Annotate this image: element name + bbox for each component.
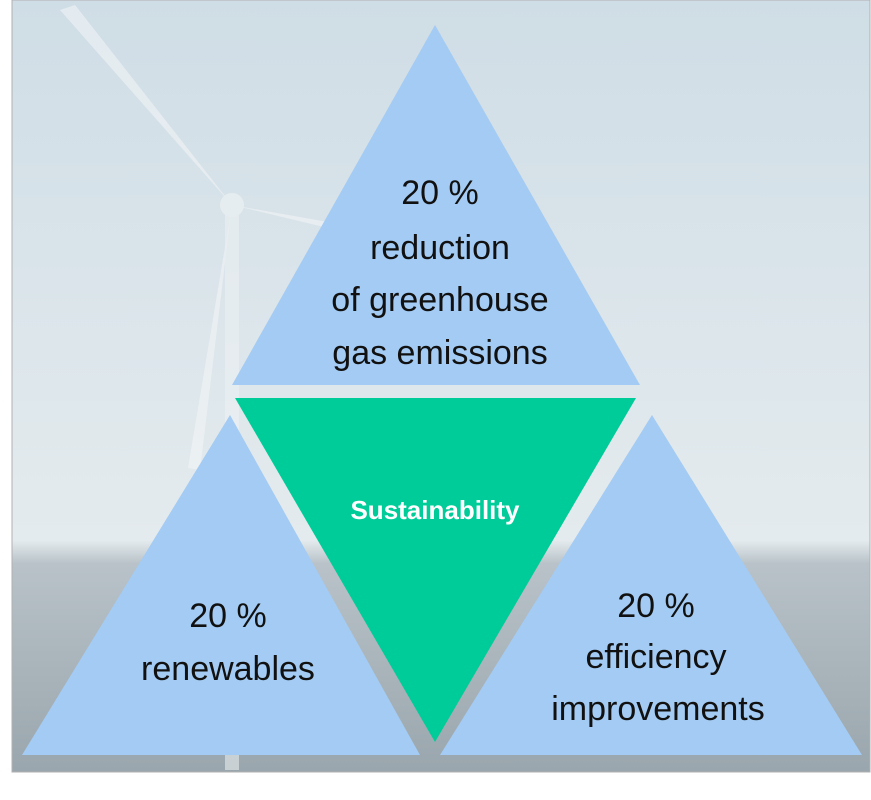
left-triangle <box>22 415 420 755</box>
top-triangle <box>232 25 640 385</box>
center-label: Sustainability <box>350 495 520 525</box>
right-triangle <box>440 415 862 755</box>
node-text: 20 % <box>617 587 695 625</box>
node-text: gas emissions <box>332 334 547 372</box>
node-text: 20 % <box>189 597 267 635</box>
node-text: improvements <box>551 690 765 728</box>
node-text: reduction <box>370 229 510 267</box>
node-text: efficiency <box>585 638 726 676</box>
node-text: renewables <box>141 650 315 688</box>
node-text: 20 % <box>401 174 479 212</box>
center-triangle <box>235 398 636 742</box>
node-text: of greenhouse <box>331 281 548 319</box>
